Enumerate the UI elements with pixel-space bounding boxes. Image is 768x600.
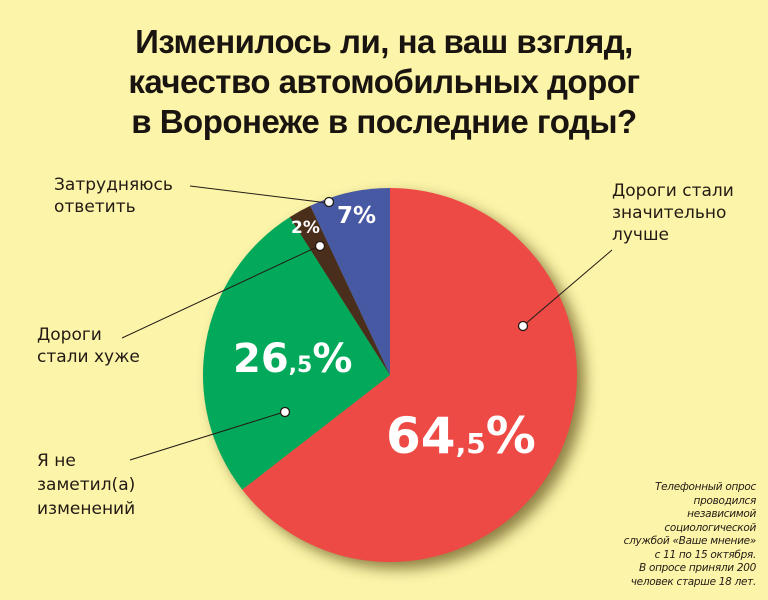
- pie-slice-hard: [310, 188, 390, 375]
- chart-title: Изменилось ли, на ваш взгляд, качество а…: [0, 22, 768, 142]
- note-line: В опросе приняли 200: [639, 562, 756, 574]
- leader-line-nochange: [129, 411, 285, 461]
- label-better-line: значительно: [612, 203, 727, 223]
- label-nochange-line: Я не: [37, 451, 76, 471]
- label-hard: Затрудняюсь ответить: [54, 174, 173, 218]
- label-worse-line: Дороги: [37, 325, 102, 345]
- label-better-line: Дороги стали: [612, 181, 734, 201]
- label-nochange-line: изменений: [37, 499, 136, 519]
- pie-slice-nochange: [202, 217, 390, 490]
- leader-line-hard: [189, 185, 329, 204]
- pie-slice-better: [242, 188, 577, 563]
- label-hard-line: ответить: [54, 197, 136, 217]
- note-line: независимой: [687, 508, 756, 520]
- title-line-2: качество автомобильных дорог: [128, 63, 640, 100]
- note-line: Телефонный опрос: [655, 481, 756, 493]
- leader-line-better: [522, 249, 613, 327]
- label-nochange: Я не заметил(а) изменений: [37, 449, 135, 521]
- pct-better: 64,5%: [386, 407, 536, 465]
- leader-line-worse: [121, 245, 320, 339]
- label-nochange-line: заметил(а): [37, 475, 136, 495]
- label-better-line: лучше: [612, 225, 669, 245]
- label-better: Дороги стали значительно лучше: [612, 180, 734, 246]
- leader-lines: [121, 185, 613, 461]
- pct-hard: 7%: [337, 203, 376, 229]
- label-hard-line: Затрудняюсь: [54, 175, 173, 195]
- title-line-3: в Воронеже в последние годы?: [131, 103, 637, 140]
- note-line: службой «Ваше мнение»: [623, 535, 757, 547]
- note-line: социологической: [664, 521, 756, 534]
- label-worse: Дороги стали хуже: [37, 324, 140, 368]
- pct-worse: 2%: [291, 218, 320, 238]
- title-line-1: Изменилось ли, на ваш взгляд,: [135, 23, 633, 60]
- survey-note: Телефонный опрос проводился независимой …: [556, 481, 757, 589]
- leader-dot-nochange: [279, 406, 291, 418]
- leader-dot-worse: [314, 240, 326, 252]
- leader-dot-better: [517, 320, 529, 332]
- label-worse-line: стали хуже: [37, 347, 140, 367]
- pct-nochange: 26,5%: [233, 336, 352, 382]
- note-line: человек старше 18 лет.: [630, 575, 757, 588]
- note-line: с 11 по 15 октября.: [654, 548, 757, 561]
- leader-dots: [279, 196, 529, 418]
- leader-dot-hard: [323, 196, 335, 208]
- note-line: проводился: [693, 494, 757, 507]
